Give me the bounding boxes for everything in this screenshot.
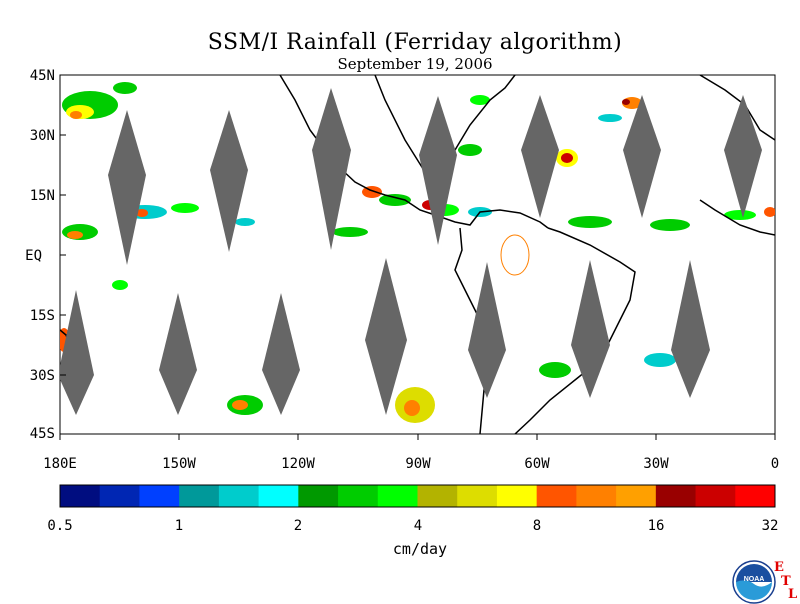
colorbar-segment bbox=[417, 485, 458, 507]
map-title: SSM/I Rainfall (Ferriday algorithm) bbox=[207, 30, 623, 55]
colorbar-segment bbox=[616, 485, 657, 507]
logo-letter: E bbox=[774, 560, 784, 575]
colorbar-segment bbox=[338, 485, 379, 507]
colorbar-tick-label: 4 bbox=[414, 518, 422, 534]
colorbar-segment bbox=[139, 485, 180, 507]
map-tick-marks bbox=[59, 74, 776, 440]
colorbar-segment bbox=[60, 485, 101, 507]
svg-text:NOAA: NOAA bbox=[744, 576, 765, 583]
colorbar-segment bbox=[655, 485, 697, 507]
colorbar-segment bbox=[735, 485, 776, 507]
lon-label: 180E bbox=[43, 456, 77, 472]
lat-label: 30N bbox=[30, 128, 55, 144]
colorbar-segment bbox=[99, 485, 140, 507]
colorbar-frame bbox=[59, 484, 776, 508]
colorbar-segment bbox=[576, 485, 617, 507]
colorbar-segment bbox=[218, 485, 260, 507]
colorbar-segment bbox=[536, 485, 577, 507]
colorbar-segment bbox=[298, 485, 339, 507]
map-subtitle: September 19, 2006 bbox=[337, 55, 493, 73]
lon-label: 150W bbox=[162, 456, 196, 472]
colorbar-segment bbox=[258, 485, 299, 507]
lon-label: 0 bbox=[771, 456, 779, 472]
lat-label: 30S bbox=[30, 368, 55, 384]
colorbar-segment bbox=[457, 485, 498, 507]
colorbar-segment bbox=[179, 485, 220, 507]
colorbar-tick-label: 32 bbox=[762, 518, 779, 534]
lon-label: 90W bbox=[405, 456, 431, 472]
lat-label: 45N bbox=[30, 68, 55, 84]
colorbar-tick-label: 16 bbox=[648, 518, 665, 534]
colorbar-segment bbox=[695, 485, 736, 507]
logo-letter: T bbox=[781, 574, 791, 589]
lat-label: 15N bbox=[30, 188, 55, 204]
colorbar-unit-label: cm/day bbox=[392, 540, 448, 558]
lon-label: 120W bbox=[281, 456, 315, 472]
colorbar-tick-label: 2 bbox=[294, 518, 302, 534]
colorbar-segment bbox=[496, 485, 538, 507]
colorbar bbox=[60, 485, 776, 507]
lon-label: 60W bbox=[524, 456, 550, 472]
latitude-axis: 45N 30N 15N EQ 15S 30S 45S bbox=[25, 68, 55, 442]
rain-patches bbox=[60, 82, 775, 423]
lat-label: 15S bbox=[30, 308, 55, 324]
no-data-swaths bbox=[60, 88, 762, 415]
colorbar-tick-label: 1 bbox=[175, 518, 183, 534]
logo-letter: L bbox=[788, 587, 798, 602]
colorbar-segment bbox=[377, 485, 418, 507]
colorbar-ticks: 0.5 1 2 4 8 16 32 bbox=[47, 518, 778, 534]
colorbar-tick-label: 8 bbox=[533, 518, 541, 534]
lon-label: 30W bbox=[643, 456, 669, 472]
lat-label: EQ bbox=[25, 248, 42, 264]
noaa-logo: NOAA bbox=[732, 560, 776, 604]
lat-label: 45S bbox=[30, 426, 55, 442]
longitude-axis: 180E 150W 120W 90W 60W 30W 0 bbox=[43, 456, 779, 472]
colorbar-tick-label: 0.5 bbox=[47, 518, 72, 534]
